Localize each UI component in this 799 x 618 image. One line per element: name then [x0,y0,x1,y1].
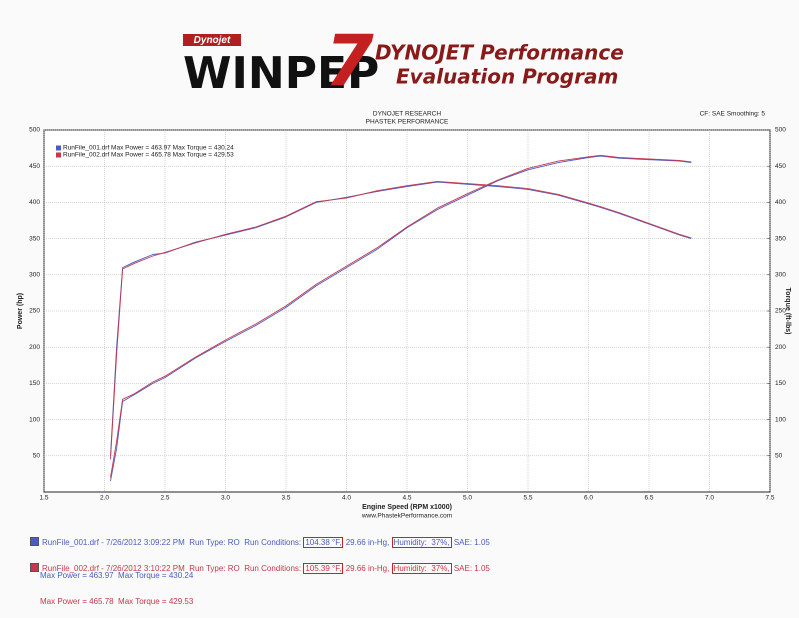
logo-badge [183,34,241,46]
run-max: Max Power = 463.97 Max Torque = 430.24 [40,571,194,580]
y-axis-label: Power (hp) [17,293,24,329]
run-line: RunFile_002.drf - 7/26/2012 3:10:22 PM R… [30,563,490,574]
y-tick-label: 350 [29,235,40,242]
logo-version: 7 [325,20,374,102]
y-tick-label: 250 [29,308,40,315]
x-tick-label: 4.0 [342,495,351,502]
legend-label: RunFile_002.drf Max Power = 465.78 Max T… [63,152,234,159]
run-swatch [30,537,39,546]
x-tick-label: 6.0 [584,495,593,502]
y-tick-label: 450 [29,163,40,170]
x-tick-label: 2.5 [160,495,169,502]
torque-line [110,180,692,460]
y2-tick-label: 500 [775,127,786,134]
run-temp: 104.38 °F, [303,537,344,548]
run-info: RunFile_001.drf - 7/26/2012 3:09:22 PM R… [30,515,490,592]
y-tick-label: 400 [29,199,40,206]
run-pressure: 29.66 in-Hg, [345,564,390,573]
x-tick-label: 4.5 [402,495,411,502]
x-tick-label: 3.0 [221,495,230,502]
chart-subtitle: PHASTEK PERFORMANCE [366,119,449,126]
x-tick-label: 7.5 [765,495,774,502]
y2-tick-label: 100 [775,416,786,423]
x-tick-label: 2.0 [100,495,109,502]
run-temp: 105.39 °F, [303,563,344,574]
y2-tick-label: 250 [775,308,786,315]
y-tick-label: 100 [29,416,40,423]
legend-swatch [56,152,61,158]
y2-tick-label: 300 [775,272,786,279]
x-note: www.PhastekPerformance.com [361,513,452,520]
y-tick-label: 50 [33,453,41,460]
power-line [110,154,692,478]
run-max: Max Power = 465.78 Max Torque = 429.53 [40,597,194,606]
legend-swatch [56,145,61,151]
run-pressure: 29.66 in-Hg, [345,538,390,547]
y2-tick-label: 200 [775,344,786,351]
power-line [110,155,692,482]
x-tick-label: 1.5 [39,495,48,502]
x-tick-label: 6.5 [644,495,653,502]
run-line: RunFile_001.drf - 7/26/2012 3:09:22 PM R… [30,537,490,548]
y2-tick-label: 150 [775,380,786,387]
chart-title: DYNOJET RESEARCH [373,111,441,118]
logo-line1: DYNOJET Performance [375,41,624,65]
logo-brand: Dynojet [194,35,231,46]
y-tick-label: 200 [29,344,40,351]
x-tick-label: 5.5 [523,495,532,502]
run-humidity: Humidity: 37%, [391,537,452,548]
legend-label: RunFile_001.drf Max Power = 463.97 Max T… [63,145,234,152]
x-axis-label: Engine Speed (RPM x1000) [362,504,452,511]
settings: CF: SAE Smoothing: 5 [700,111,766,118]
y-tick-label: 500 [29,127,40,134]
y-tick-label: 150 [29,380,40,387]
run-swatch [30,563,39,572]
logo-product: WINPEP [183,48,379,99]
run-file: RunFile_002.drf - 7/26/2012 3:10:22 PM R… [42,564,302,573]
x-tick-label: 5.0 [463,495,472,502]
y2-tick-label: 50 [775,453,783,460]
torque-line [110,181,692,456]
x-tick-label: 3.5 [281,495,290,502]
run-sae: SAE: 1.05 [453,538,490,547]
run-humidity: Humidity: 37%, [391,563,452,574]
x-tick-label: 7.0 [705,495,714,502]
logo-line2: Evaluation Program [396,65,618,89]
run-sae: SAE: 1.05 [453,564,490,573]
y2-tick-label: 450 [775,163,786,170]
run-info: RunFile_002.drf - 7/26/2012 3:10:22 PM R… [30,541,490,618]
y-tick-label: 300 [29,272,40,279]
y2-tick-label: 350 [775,235,786,242]
y2-tick-label: 400 [775,199,786,206]
y2-axis-label: Torque (ft-lbs) [784,288,791,335]
run-file: RunFile_001.drf - 7/26/2012 3:09:22 PM R… [42,538,302,547]
